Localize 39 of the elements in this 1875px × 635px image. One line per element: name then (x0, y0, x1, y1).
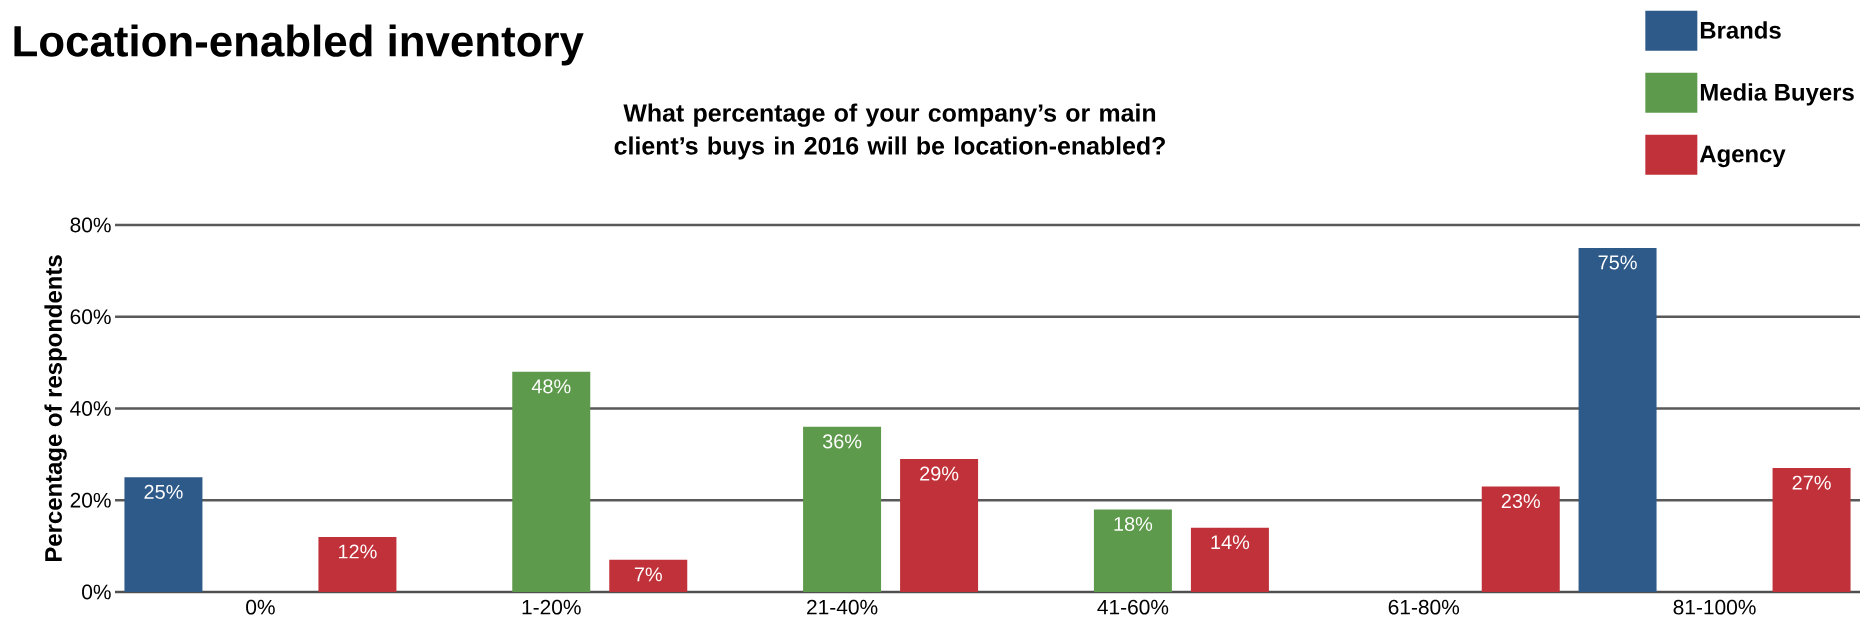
y-tick-label: 40% (70, 401, 111, 416)
x-tick-label: 0% (246, 599, 275, 615)
data-label: 48% (531, 379, 571, 394)
data-label: 18% (1114, 516, 1153, 532)
bar (512, 371, 591, 592)
bar (1772, 468, 1851, 592)
bar (1190, 527, 1269, 592)
y-tick-label: 0% (82, 584, 111, 600)
data-label: 14% (1211, 535, 1250, 550)
bar (900, 458, 979, 592)
legend-label: Media Buyers (1700, 83, 1854, 106)
x-tick-label: 81-100% (1673, 599, 1756, 615)
chart-title: Location-enabled inventory (14, 24, 584, 66)
bar (803, 426, 882, 592)
bar (609, 559, 688, 592)
y-axis-title: Percentage of respondents (44, 255, 67, 562)
data-label: 36% (822, 434, 862, 449)
chart-subtitle: What percentage of your company’s or main client’s buys in 2016 will be location-enabled? (614, 103, 1165, 160)
y-tick-label: 80% (70, 217, 111, 233)
data-label: 75% (1598, 255, 1637, 270)
data-label: 7% (634, 567, 662, 582)
bar (318, 536, 397, 592)
y-tick-label: 60% (70, 309, 111, 325)
bar (1093, 509, 1172, 592)
data-label: 25% (144, 484, 183, 499)
y-tick-label: 20% (70, 492, 111, 508)
legend-label: Agency (1699, 145, 1786, 168)
legend-label: Brands (1700, 21, 1781, 39)
data-label: 27% (1792, 475, 1831, 490)
data-label: 12% (339, 544, 377, 559)
x-tick-label: 61-80% (1388, 599, 1460, 615)
bar (1481, 486, 1560, 592)
data-label: 29% (920, 466, 959, 481)
data-label: 23% (1501, 494, 1540, 509)
bar (1578, 247, 1657, 592)
x-tick-label: 41-60% (1097, 599, 1169, 615)
bar (124, 477, 203, 592)
x-tick-label: 1-20% (522, 599, 581, 615)
x-tick-label: 21-40% (807, 599, 878, 615)
